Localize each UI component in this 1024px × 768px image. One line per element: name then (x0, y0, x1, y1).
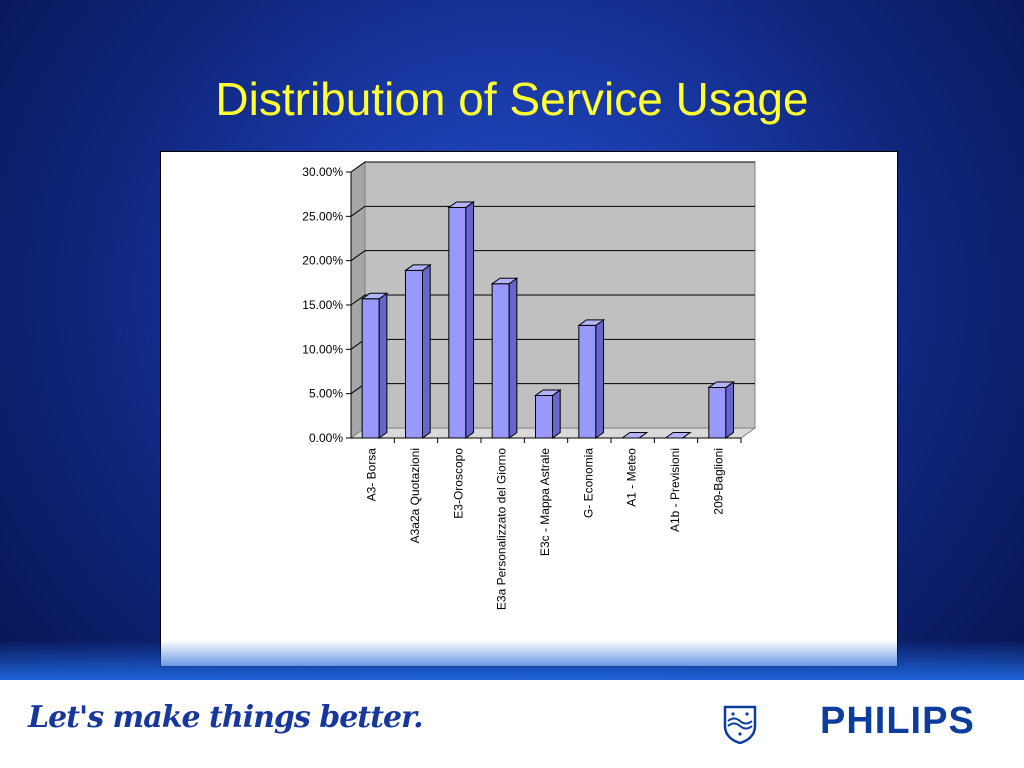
bar-front (405, 269, 423, 439)
bar (490, 277, 519, 439)
chart-frame: 0.00% 5.00% 10.00% 15.00% 20.00% 25.00% 30.00%… (160, 151, 898, 667)
x-category-label: A3a2a Quotazioni (408, 448, 422, 543)
bar-side (508, 277, 518, 439)
bar (707, 380, 736, 439)
bar (663, 432, 692, 439)
bar-front (491, 283, 510, 439)
bar-top (360, 292, 389, 300)
x-category-label: E3c - Mappa Astrale (538, 448, 552, 556)
footer-bar (0, 680, 1024, 768)
y-tick-label: 10.00% (302, 342, 343, 356)
brand-logo-text: PHILIPS (820, 700, 975, 742)
bar-side (552, 388, 561, 439)
y-tick-label: 20.00% (302, 254, 343, 268)
y-gridline (350, 250, 755, 262)
y-tick-label: 25.00% (302, 209, 343, 223)
bar (533, 388, 562, 439)
y-tick-label: 30.00% (302, 165, 343, 179)
bar (447, 200, 476, 439)
bar (577, 318, 606, 439)
x-category-label: G- Economia (581, 448, 595, 518)
bar-side (725, 380, 735, 439)
bar-side (595, 318, 605, 439)
bar-chart: 0.00% 5.00% 10.00% 15.00% 20.00% 25.00% 30.00%… (302, 161, 757, 610)
bar (620, 432, 649, 439)
bar-side (378, 292, 388, 439)
bar-top (403, 264, 432, 271)
bar-top (533, 389, 562, 396)
bar-front (448, 206, 467, 439)
y-gridline (350, 161, 755, 173)
bar-top (577, 319, 606, 326)
x-category-label: E3a Personalizzato del Giorno (495, 448, 509, 610)
footer-gradient-band (0, 640, 1024, 680)
x-category-label: A1b - Previsioni (668, 448, 682, 532)
bar (403, 263, 432, 439)
x-category-label: E3-Oroscopo (451, 448, 465, 519)
bar-top (490, 277, 519, 285)
x-category-label: 209-Baglioni (711, 448, 725, 515)
bar-front (708, 386, 727, 439)
y-tick-label: 5.00% (309, 387, 343, 401)
y-tick-label: 0.00% (309, 431, 343, 445)
y-gridline (350, 205, 755, 217)
philips-shield-icon (723, 705, 757, 744)
slide-title: Distribution of Service Usage (215, 73, 809, 125)
bar-front (578, 324, 597, 439)
tagline: Let's make things better. (28, 700, 424, 735)
bar-front (535, 394, 553, 439)
bar-top (447, 201, 476, 208)
bar-top (663, 432, 692, 439)
x-category-label: A3- Borsa (365, 448, 379, 502)
y-tick-label: 15.00% (302, 298, 343, 312)
y-gridline (350, 294, 755, 306)
bar-front (361, 298, 380, 439)
x-category-label: A1 - Meteo (625, 448, 639, 507)
bar-top (620, 432, 649, 439)
bar-side (465, 200, 475, 439)
bar-side (422, 263, 431, 439)
bar-top (707, 381, 736, 388)
bar (360, 292, 389, 439)
